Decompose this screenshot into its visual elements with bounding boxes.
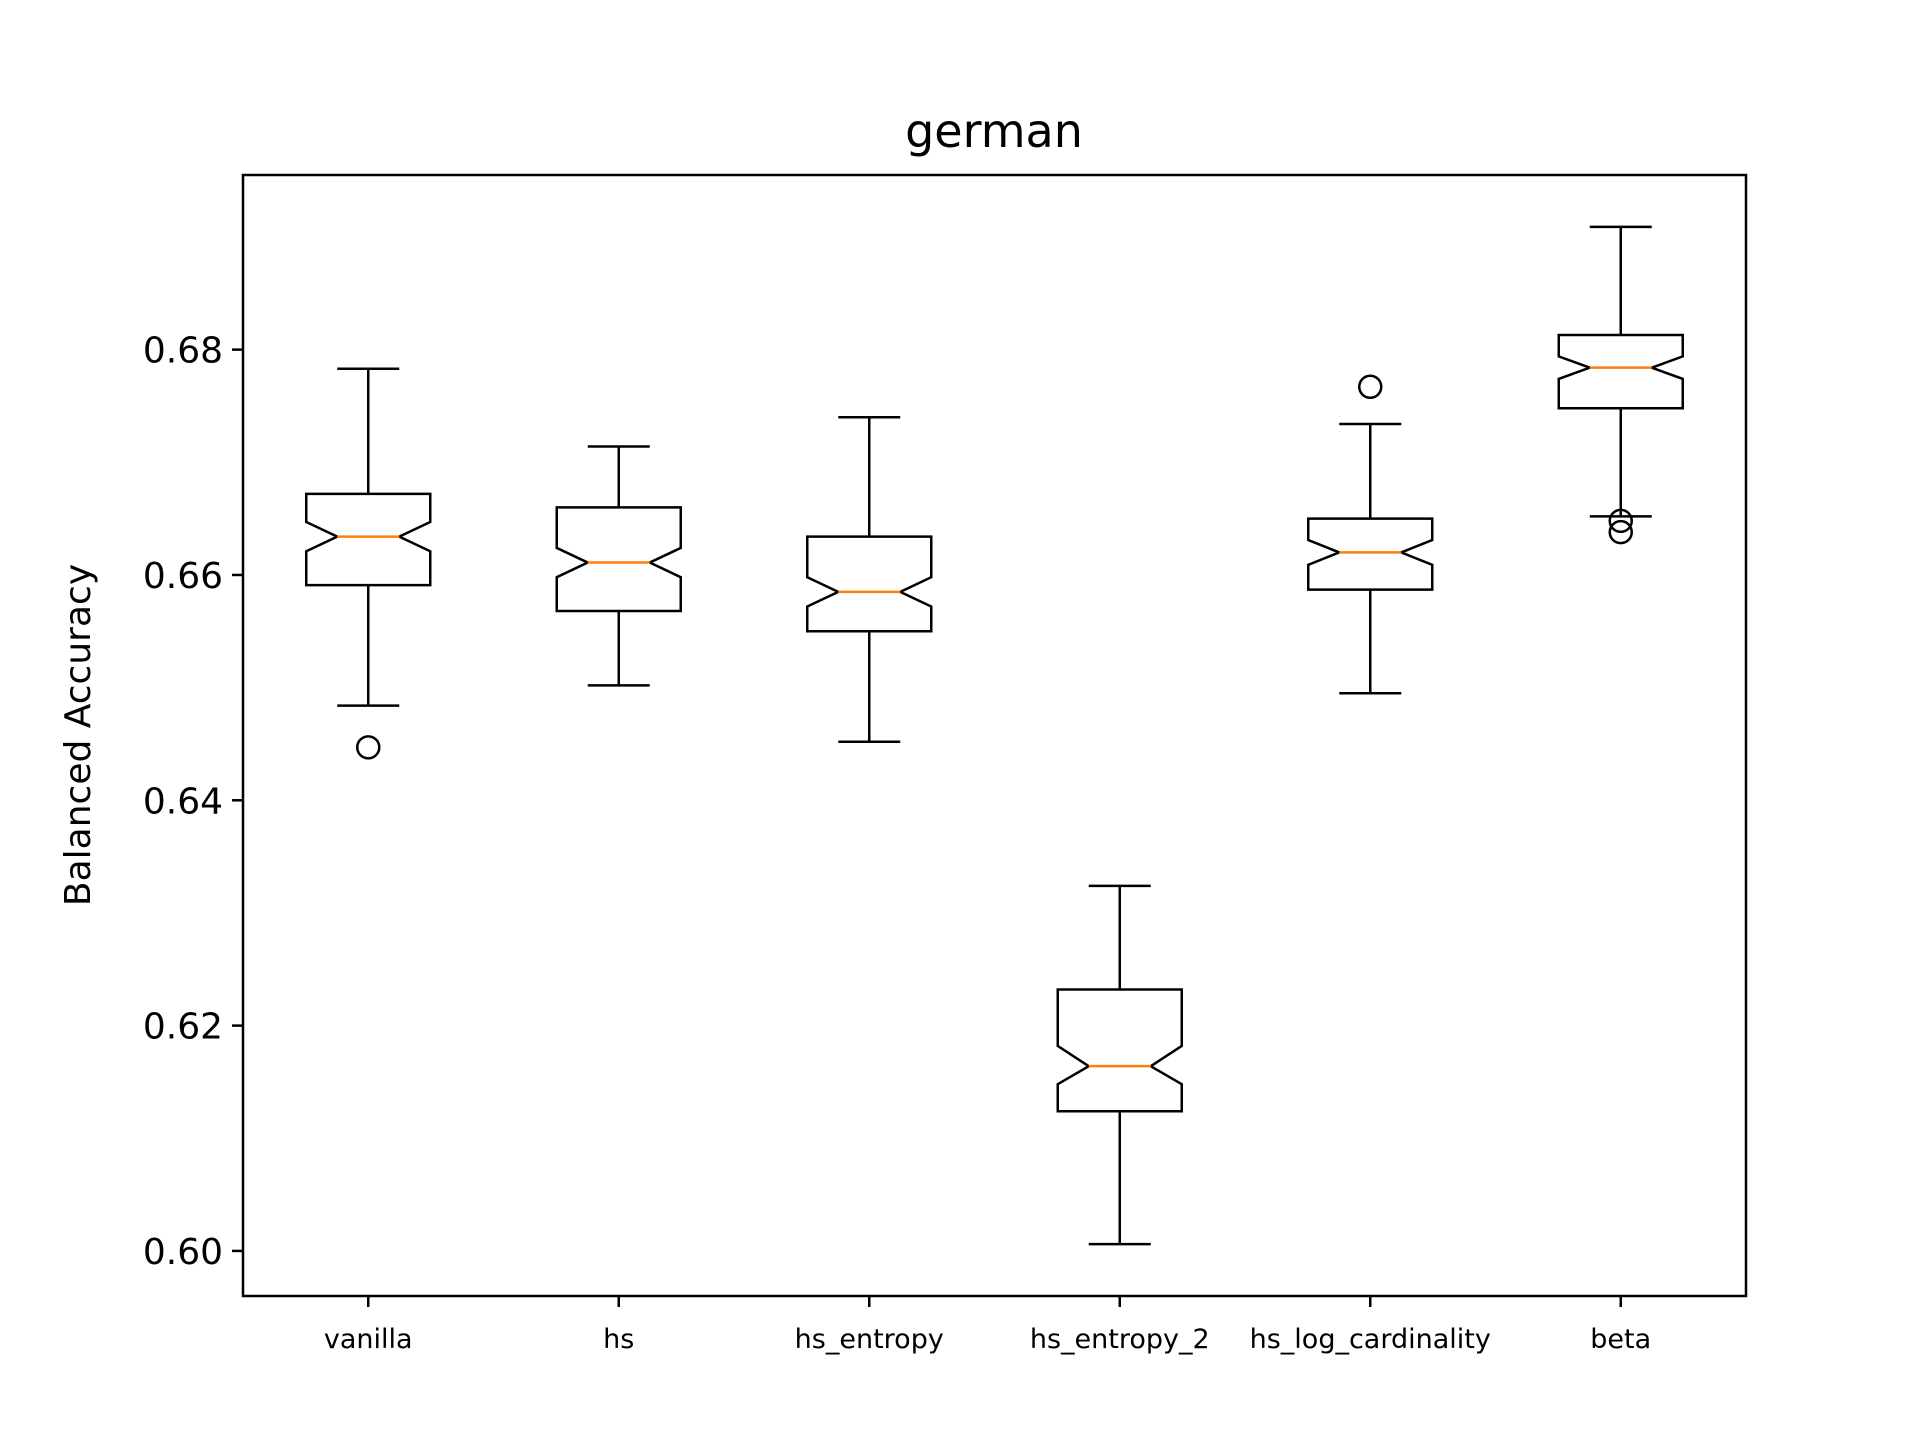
box-hs_log_cardinality: [1307, 517, 1434, 591]
y-tick-label: 0.64: [143, 781, 223, 822]
box-hs_entropy: [806, 535, 933, 633]
y-tick-label: 0.68: [143, 331, 223, 372]
x-tick-label: beta: [1590, 1324, 1651, 1355]
outlier-point: [1608, 508, 1633, 534]
box-beta: [1557, 333, 1684, 410]
plot-area: 0.60 0.62 0.64 0.66 0.68 vanilla hs hs_entropy h…: [143, 225, 1684, 1355]
axes-frame: [241, 173, 1748, 1298]
outlier-point: [1608, 519, 1633, 545]
x-tick-label: vanilla: [324, 1324, 413, 1355]
y-tick-label: 0.62: [143, 1007, 223, 1048]
y-tick-label: 0.60: [143, 1232, 223, 1273]
y-axis-label: Balanced Accuracy: [58, 564, 99, 906]
outlier-point: [356, 735, 381, 760]
chart-title: german: [905, 104, 1083, 158]
x-tick-label: hs_entropy_2: [1030, 1324, 1210, 1355]
x-tick-label: hs_entropy: [795, 1324, 944, 1355]
x-tick-label: hs: [603, 1324, 634, 1355]
box-hs_entropy_2: [1056, 988, 1183, 1113]
box-vanilla: [305, 492, 432, 587]
box-hs: [555, 506, 682, 613]
x-tick-label: hs_log_cardinality: [1250, 1324, 1491, 1355]
outlier-point: [1358, 374, 1383, 400]
y-tick-label: 0.66: [143, 556, 223, 597]
